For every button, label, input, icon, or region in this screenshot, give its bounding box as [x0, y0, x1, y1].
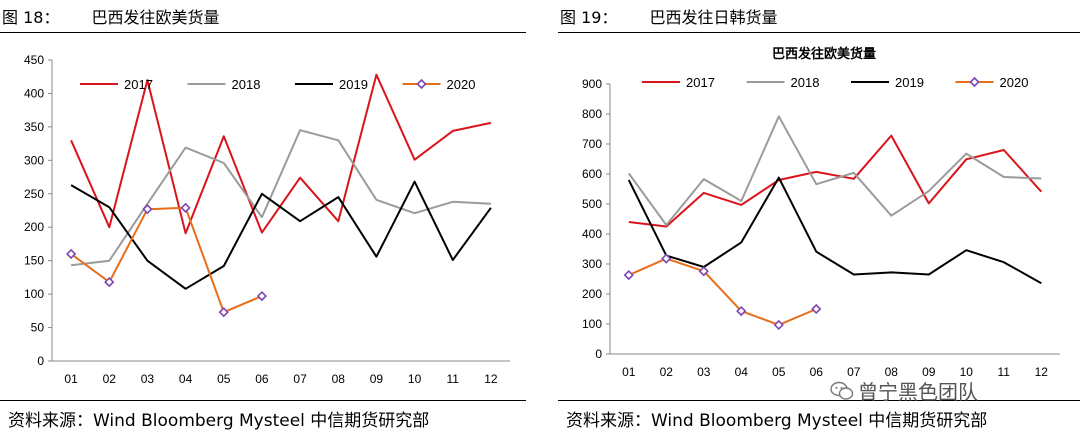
- figure-caption-text: 巴西发往日韩货量: [649, 8, 778, 27]
- data-point-2020: [256, 290, 268, 302]
- source-note: 资料来源：Wind Bloomberg Mysteel 中信期货研究部: [566, 411, 988, 431]
- y-tick-label: 450: [24, 53, 44, 67]
- data-point-2020: [736, 305, 747, 317]
- x-tick-label: 12: [484, 372, 498, 386]
- legend-label-2018: 2018: [232, 77, 261, 92]
- legend-marker-2020: [969, 76, 980, 88]
- y-tick-label: 600: [582, 167, 602, 181]
- y-tick-label: 200: [582, 287, 602, 301]
- data-point-2020: [661, 253, 672, 264]
- y-tick-label: 400: [24, 86, 44, 100]
- figure-number: 图 18：: [2, 8, 60, 27]
- data-point-2020: [218, 307, 229, 318]
- wechat-icon: [830, 381, 854, 400]
- data-point-2020: [811, 303, 822, 315]
- y-tick-label: 250: [24, 187, 44, 201]
- y-tick-label: 800: [582, 107, 602, 121]
- legend-label-2017: 2017: [686, 75, 715, 90]
- x-tick-label: 02: [660, 365, 674, 379]
- series-line-2019: [70, 180, 492, 290]
- figure-number: 图 19：: [560, 8, 618, 27]
- y-tick-label: 50: [31, 321, 45, 335]
- x-tick-label: 12: [1035, 365, 1049, 379]
- x-tick-label: 05: [772, 365, 786, 379]
- x-tick-label: 09: [922, 365, 936, 379]
- figure-19: 图 19： 巴西发往日韩货量 巴西发往欧美货量 0 100 200 300 400 500 60…: [558, 0, 1080, 438]
- top-rule: [558, 32, 1080, 33]
- bottom-rule: [558, 400, 1080, 401]
- figure-caption: 图 19： 巴西发往日韩货量: [560, 4, 777, 28]
- series-line-2020: [70, 206, 263, 314]
- y-tick-label: 900: [582, 77, 602, 91]
- source-note: 资料来源：Wind Bloomberg Mysteel 中信期货研究部: [8, 411, 430, 431]
- x-tick-label: 08: [332, 372, 346, 386]
- series-line-2018: [627, 115, 1042, 226]
- y-tick-label: 400: [582, 227, 602, 241]
- data-point-2020: [180, 202, 191, 213]
- legend-label-2020: 2020: [447, 77, 476, 92]
- x-tick-label: 06: [255, 372, 269, 386]
- x-tick-label: 02: [103, 372, 117, 386]
- chart-title: 巴西发往欧美货量: [772, 46, 876, 62]
- x-tick-label: 03: [697, 365, 711, 379]
- x-tick-label: 11: [998, 365, 1011, 379]
- chart-left: 0 50 100 150 200 250 300 350 400 450 01 02 03 04 05 06 0…: [24, 53, 510, 386]
- figure-caption: 图 18： 巴西发往欧美货量: [2, 4, 219, 28]
- y-tick-label: 200: [24, 220, 44, 234]
- legend-label-2019: 2019: [895, 75, 924, 90]
- x-tick-label: 10: [408, 372, 422, 386]
- y-tick-label: 100: [582, 317, 602, 331]
- y-tick-label: 700: [582, 137, 602, 151]
- chart-right: 巴西发往欧美货量 0 100 200 300 400 500 600 700 800 900 01 02…: [582, 46, 1060, 379]
- y-tick-label: 100: [24, 287, 44, 301]
- x-tick-label: 03: [141, 372, 155, 386]
- data-point-2020: [65, 248, 77, 260]
- x-tick-label: 01: [64, 372, 78, 386]
- y-tick-label: 0: [595, 347, 602, 361]
- series-line-2018: [70, 129, 491, 267]
- top-rule: [0, 32, 526, 33]
- data-point-2020: [142, 204, 153, 215]
- legend-label-2017: 2017: [124, 77, 153, 92]
- y-tick-label: 150: [24, 254, 44, 268]
- legend-label-2019: 2019: [339, 77, 368, 92]
- y-tick-label: 300: [24, 153, 44, 167]
- data-point-2020: [698, 266, 709, 277]
- watermark-text: 曾宁黑色团队: [858, 380, 978, 404]
- series-line-2017: [628, 134, 1043, 228]
- data-point-2020: [104, 276, 115, 288]
- x-tick-label: 10: [960, 365, 974, 379]
- series-line-2020: [628, 257, 817, 326]
- legend-label-2018: 2018: [791, 75, 820, 90]
- x-tick-label: 06: [810, 365, 824, 379]
- x-tick-label: 09: [370, 372, 384, 386]
- x-tick-label: 08: [885, 365, 899, 379]
- series-line-2017: [70, 73, 492, 235]
- x-tick-label: 07: [293, 372, 307, 386]
- figure-18: 图 18： 巴西发往欧美货量 0 50 100 150 200 250 300 350 400 45…: [0, 0, 526, 438]
- data-point-2020: [773, 319, 784, 331]
- x-tick-label: 04: [735, 365, 749, 379]
- y-tick-label: 0: [37, 354, 44, 368]
- figure-caption-text: 巴西发往欧美货量: [91, 8, 220, 27]
- x-tick-label: 05: [217, 372, 231, 386]
- y-tick-label: 500: [582, 197, 602, 211]
- x-tick-label: 07: [847, 365, 861, 379]
- legend-marker-2020: [416, 78, 427, 90]
- y-tick-label: 300: [582, 257, 602, 271]
- legend-label-2020: 2020: [1000, 75, 1029, 90]
- series-line-2019: [627, 176, 1042, 285]
- bottom-rule: [0, 400, 526, 401]
- data-point-2020: [623, 269, 634, 281]
- y-tick-label: 350: [24, 120, 44, 134]
- watermark: 曾宁黑色团队: [830, 376, 978, 405]
- x-tick-label: 01: [622, 365, 636, 379]
- x-tick-label: 11: [447, 372, 460, 386]
- x-tick-label: 04: [179, 372, 193, 386]
